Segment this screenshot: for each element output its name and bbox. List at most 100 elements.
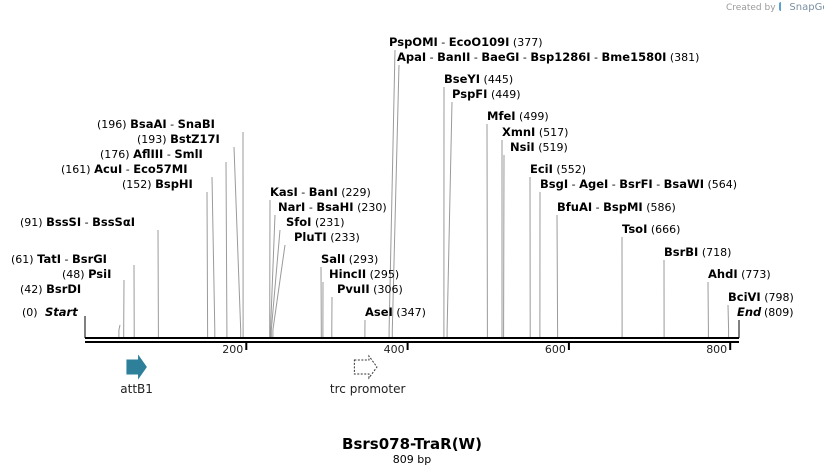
enzyme-name-bme1580i: Bme1580I <box>602 50 667 64</box>
site-position: (381) <box>670 51 700 64</box>
feature-arrow-trc-promoter[interactable] <box>353 354 378 380</box>
site-label-ecii[interactable]: EciI (552) <box>530 162 586 176</box>
site-connector-bfuai <box>556 214 559 337</box>
site-position: (230) <box>357 201 387 214</box>
enzyme-name-sali: SalI <box>321 252 345 266</box>
site-label-apai[interactable]: ApaI - BanII - BaeGI - Bsp1286I - Bme158… <box>397 50 699 64</box>
site-label-psii[interactable]: (48) PsiI <box>62 267 111 281</box>
enzyme-name-ahdi: AhdI <box>708 267 738 281</box>
site-label-afliii[interactable]: (176) AflIII - SmlI <box>100 147 203 161</box>
site-connector-pspfi <box>446 101 453 337</box>
enzyme-name-bsphi: BspHI <box>155 177 193 191</box>
site-connector-nari <box>270 214 276 337</box>
site-label-kasi[interactable]: KasI - BanI (229) <box>270 185 371 199</box>
site-label-pvuii[interactable]: PvuII (306) <box>337 282 403 296</box>
enzyme-name-pspomi: PspOMI <box>389 35 438 49</box>
site-label-bfuai[interactable]: BfuAI - BspMI (586) <box>557 200 676 214</box>
site-label-bsphi[interactable]: (152) BspHI <box>122 177 193 191</box>
feature-label-attb1[interactable]: attB1 <box>120 382 153 396</box>
end-position: (809) <box>764 306 794 319</box>
start-position: (0) <box>22 306 38 319</box>
site-label-pluti[interactable]: PluTI (233) <box>294 230 360 244</box>
enzyme-name-snabi: SnaBI <box>178 117 215 131</box>
site-connector-pspomi <box>388 49 396 337</box>
enzyme-name-ecii: EciI <box>530 162 553 176</box>
name-separator: - <box>438 36 449 49</box>
site-position: (718) <box>702 246 732 259</box>
enzyme-name-nari: NarI <box>278 200 305 214</box>
feature-arrow-attb1[interactable] <box>126 354 147 380</box>
name-separator: - <box>167 118 178 131</box>
site-connector-acui <box>211 176 216 337</box>
enzyme-name-agei: AgeI <box>579 177 608 191</box>
enzyme-name-afliii: AflIII <box>133 147 163 161</box>
site-position: (193) <box>137 133 170 146</box>
site-label-bsssi[interactable]: (91) BssSI - BssSαI <box>20 215 135 229</box>
site-label-nsii[interactable]: NsiI (519) <box>510 140 568 154</box>
site-label-bstz17i[interactable]: (193) BstZ17I <box>137 132 220 146</box>
site-label-bsrdi[interactable]: (42) BsrDI <box>20 282 81 296</box>
site-label-acui[interactable]: (161) AcuI - Eco57MI <box>61 162 188 176</box>
enzyme-name-bsrbi: BsrBI <box>664 245 698 259</box>
enzyme-name-bsss-i: BssSαI <box>92 215 135 229</box>
enzyme-name-bstz17i: BstZ17I <box>170 132 220 146</box>
site-label-sali[interactable]: SalI (293) <box>321 252 378 266</box>
site-label-bcivi[interactable]: BciVI (798) <box>728 290 794 304</box>
site-position: (42) <box>20 283 46 296</box>
enzyme-name-xmni: XmnI <box>502 125 535 139</box>
site-label-bsaai[interactable]: (196) BsaAI - SnaBI <box>97 117 215 131</box>
site-label-bsrbi[interactable]: BsrBI (718) <box>664 245 731 259</box>
site-position: (347) <box>396 306 426 319</box>
enzyme-name-baegi: BaeGI <box>481 50 519 64</box>
ruler-ticks: 200 400 600 800 <box>84 316 740 356</box>
site-label-asei[interactable]: AseI (347) <box>365 305 426 319</box>
site-position: (773) <box>741 268 771 281</box>
site-position: (295) <box>370 268 400 281</box>
feature-label-trc-promoter[interactable]: trc promoter <box>330 382 406 396</box>
site-position: (499) <box>519 110 549 123</box>
site-label-xmni[interactable]: XmnI (517) <box>502 125 568 139</box>
site-position: (196) <box>97 118 130 131</box>
enzyme-name-pvuii: PvuII <box>337 282 370 296</box>
site-position: (233) <box>330 231 360 244</box>
enzyme-name-mfei: MfeI <box>487 109 516 123</box>
site-connector-afliii <box>225 161 228 337</box>
site-label-mfei[interactable]: MfeI (499) <box>487 109 549 123</box>
tick-label-200: 200 <box>222 343 243 356</box>
snapgene-credit: Created by SnapGene <box>726 2 824 13</box>
name-separator: - <box>163 148 174 161</box>
enzyme-name-kasi: KasI <box>270 185 298 199</box>
enzyme-name-pluti: PluTI <box>294 230 327 244</box>
site-connector-pluti <box>272 244 286 337</box>
name-separator: - <box>122 163 133 176</box>
credit-brand: SnapGene <box>789 2 824 13</box>
site-label-bseyi[interactable]: BseYI (445) <box>444 72 513 86</box>
name-separator: - <box>592 201 603 214</box>
enzyme-name-smli: SmlI <box>174 147 203 161</box>
site-position: (552) <box>556 163 586 176</box>
site-label-pspfi[interactable]: PspFI (449) <box>452 87 521 101</box>
enzyme-name-banii: BanII <box>437 50 470 64</box>
site-label-hincii[interactable]: HincII (295) <box>329 267 399 281</box>
enzyme-name-tati: TatI <box>37 252 61 266</box>
site-label-tsoi[interactable]: TsoI (666) <box>622 222 680 236</box>
site-position: (161) <box>61 163 94 176</box>
site-position: (152) <box>122 178 155 191</box>
tick-label-600: 600 <box>545 343 566 356</box>
enzyme-name-apai: ApaI <box>397 50 426 64</box>
site-label-pspomi[interactable]: PspOMI - EcoO109I (377) <box>389 35 543 49</box>
site-label-ahdi[interactable]: AhdI (773) <box>708 267 771 281</box>
start-label: Start <box>45 305 78 319</box>
site-label-bsgi[interactable]: BsgI - AgeI - BsrFI - BsaWI (564) <box>540 177 737 191</box>
site-label-nari[interactable]: NarI - BsaHI (230) <box>278 200 387 214</box>
site-label-tati[interactable]: (61) TatI - BsrGI <box>11 252 107 266</box>
end-label: End <box>737 305 762 319</box>
enzyme-name-bsawi: BsaWI <box>664 177 704 191</box>
enzyme-name-bsssi: BssSI <box>46 215 81 229</box>
enzyme-name-sfoi: SfoI <box>286 215 311 229</box>
enzyme-name-pspfi: PspFI <box>452 87 487 101</box>
tick-label-800: 800 <box>706 343 727 356</box>
site-label-sfoi[interactable]: SfoI (231) <box>286 215 345 229</box>
site-connector-bsrdi <box>118 324 121 337</box>
